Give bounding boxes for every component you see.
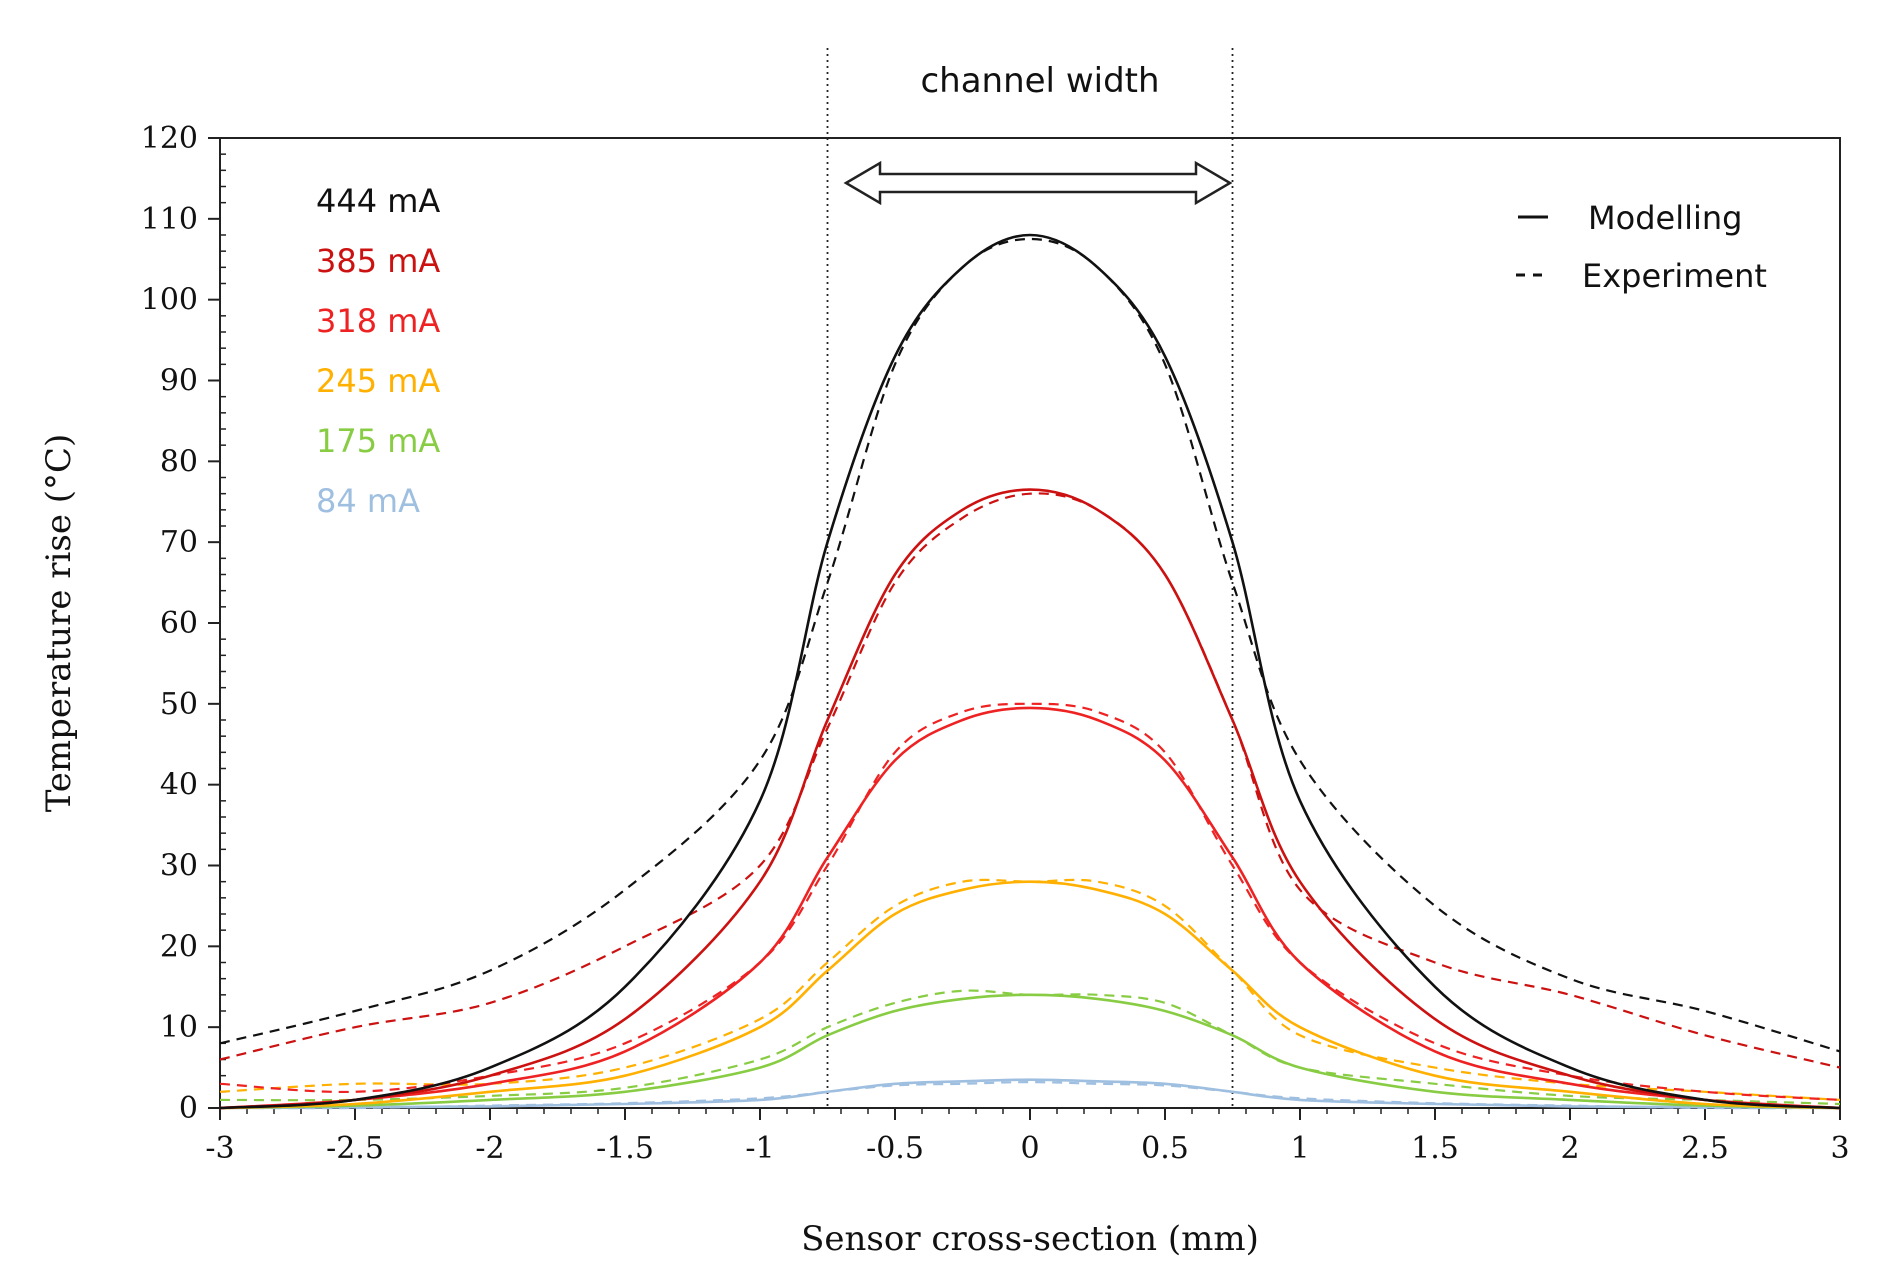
experiment-line-385-ma	[219, 492, 1841, 1069]
legend-entry: 84 mA	[316, 482, 420, 520]
x-tick-label: -1	[745, 1131, 774, 1166]
legend-entry: 318 mA	[316, 302, 440, 340]
legend-modelling-label: Modelling	[1588, 199, 1742, 237]
y-tick-label: 0	[179, 1091, 198, 1126]
x-tick-label: -1.5	[596, 1131, 654, 1166]
legend-entry: 444 mA	[316, 182, 440, 220]
x-tick-label: -2	[475, 1131, 504, 1166]
y-tick-label: 60	[160, 606, 198, 641]
experiment-line-444-ma	[219, 237, 1841, 1053]
x-tick-label: -0.5	[866, 1131, 924, 1166]
series-layer	[219, 233, 1841, 1110]
x-tick-label: 2	[1560, 1131, 1579, 1166]
y-tick-labels: 0 10 20 30 40 50 60 70 80 90 100 110 120	[141, 121, 198, 1126]
x-tick-label: -2.5	[326, 1131, 384, 1166]
legend-experiment-label: Experiment	[1582, 257, 1767, 295]
modelling-line-318-ma	[219, 706, 1841, 1110]
legend-entry: 175 mA	[316, 422, 440, 460]
channel-width-markers	[826, 48, 1234, 1108]
modelling-line-385-ma	[219, 488, 1841, 1110]
axis-ticks	[208, 137, 1841, 1120]
current-legend: 444 mA 385 mA 318 mA 245 mA 175 mA 84 mA	[316, 182, 440, 520]
x-axis-title: Sensor cross-section (mm)	[801, 1219, 1259, 1259]
experiment-line-318-ma	[219, 702, 1841, 1101]
modelling-line-175-ma	[219, 993, 1841, 1110]
x-tick-label: 0.5	[1141, 1131, 1189, 1166]
modelling-line-245-ma	[219, 880, 1841, 1110]
channel-width-label: channel width	[920, 61, 1159, 101]
x-tick-label: 3	[1830, 1131, 1849, 1166]
y-tick-label: 30	[160, 849, 198, 884]
experiment-line-175-ma	[219, 989, 1841, 1106]
x-tick-label: 1.5	[1411, 1131, 1459, 1166]
x-tick-label: 2.5	[1681, 1131, 1729, 1166]
y-tick-label: 120	[141, 121, 198, 156]
y-tick-label: 70	[160, 525, 198, 560]
modelling-line-444-ma	[219, 233, 1841, 1110]
y-tick-label: 90	[160, 364, 198, 399]
y-tick-label: 10	[160, 1010, 198, 1045]
y-axis-title: Temperature rise (°C)	[39, 434, 79, 813]
legend-entry: 245 mA	[316, 362, 440, 400]
y-tick-label: 110	[141, 202, 198, 237]
y-tick-label: 100	[141, 283, 198, 318]
x-tick-label: 1	[1290, 1131, 1309, 1166]
x-tick-label: -3	[205, 1131, 234, 1166]
experiment-line-245-ma	[219, 878, 1841, 1101]
channel-width-arrow	[843, 160, 1233, 206]
legend-entry: 385 mA	[316, 242, 440, 280]
x-tick-labels: -3 -2.5 -2 -1.5 -1 -0.5 0 0.5 1 1.5 2 2.5 3	[205, 1131, 1849, 1166]
y-tick-label: 80	[160, 444, 198, 479]
y-tick-label: 40	[160, 768, 198, 803]
x-tick-label: 0	[1020, 1131, 1039, 1166]
style-legend: Modelling Experiment	[1516, 199, 1767, 295]
modelling-line-84-ma	[219, 1078, 1841, 1110]
y-tick-label: 50	[160, 687, 198, 722]
y-tick-label: 20	[160, 929, 198, 964]
